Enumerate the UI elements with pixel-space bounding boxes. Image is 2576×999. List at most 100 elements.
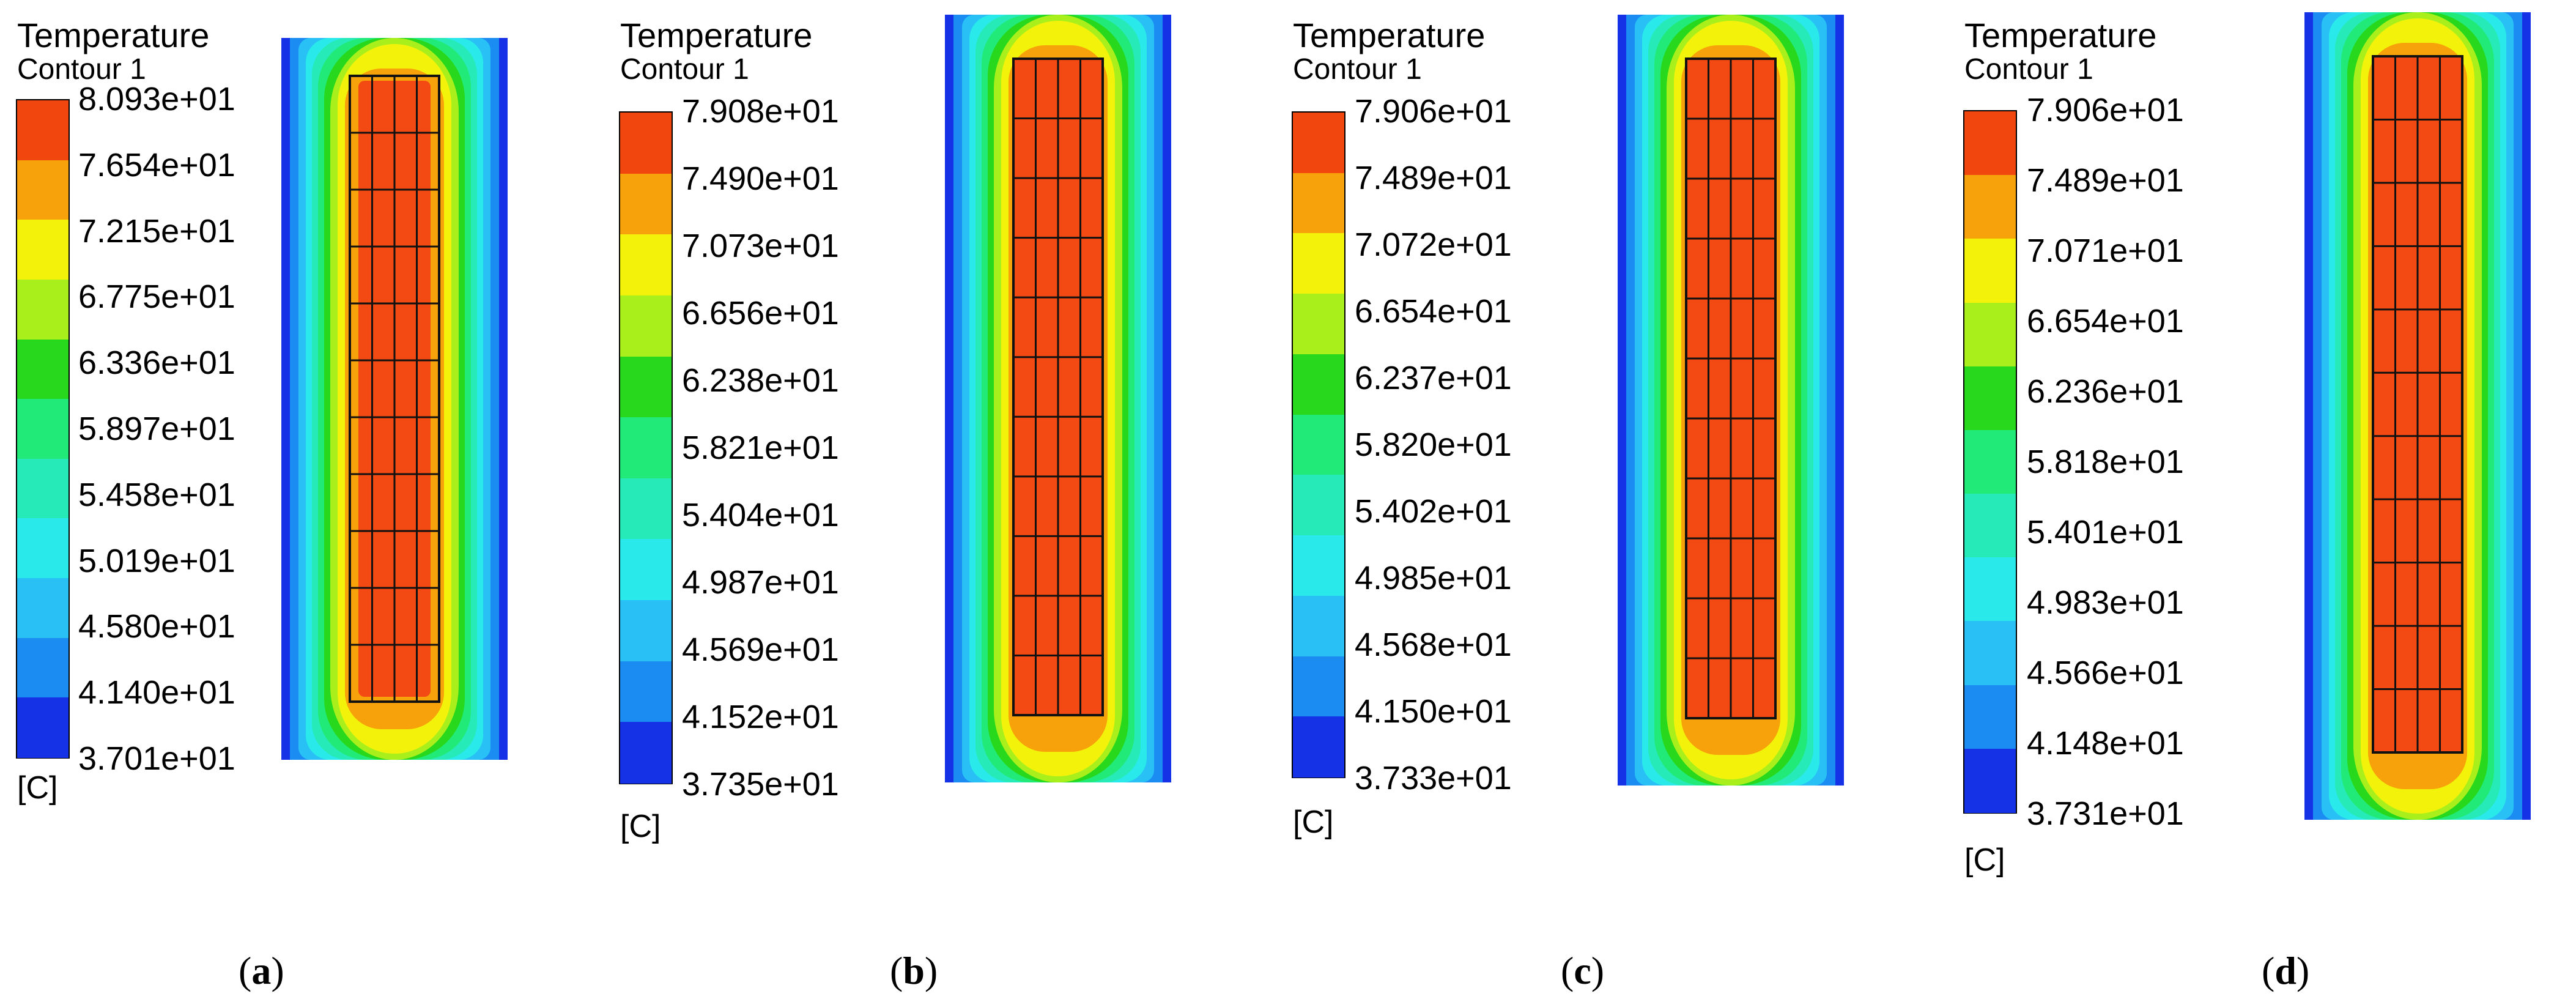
legend-tick-label: 4.985e+01	[1355, 560, 1512, 596]
legend-band	[1293, 113, 1344, 174]
legend-band	[1964, 175, 2016, 240]
panel-b: Temperature Contour 1 [C] (b) 7.908e+01 7…	[612, 0, 1256, 999]
legend-tick-label: 5.404e+01	[682, 497, 839, 533]
caption-letter: c	[1574, 949, 1591, 992]
legend-tick-label: 3.731e+01	[2027, 795, 2184, 832]
legend-tick-label: 6.654e+01	[1355, 293, 1512, 330]
legend-tick-label: 7.071e+01	[2027, 232, 2184, 269]
legend-tick-label: 6.336e+01	[78, 344, 235, 382]
legend-colorbar	[16, 99, 70, 759]
legend-tick-label: 4.568e+01	[1355, 626, 1512, 663]
legend-subtitle: Contour 1	[17, 53, 146, 86]
legend-tick-label: 4.983e+01	[2027, 584, 2184, 621]
legend-tick-label: 6.237e+01	[1355, 360, 1512, 396]
legend-unit: [C]	[620, 809, 661, 844]
panel-c: Temperature Contour 1 [C] (c) 7.906e+01 7…	[1284, 0, 1928, 999]
legend-band	[1293, 233, 1344, 295]
temperature-contour-plot	[281, 38, 508, 760]
legend-band	[620, 539, 672, 601]
legend-colorbar	[619, 111, 673, 784]
legend-band	[620, 173, 672, 236]
legend-band	[1293, 294, 1344, 355]
legend-band	[620, 295, 672, 357]
legend-tick-label: 5.820e+01	[1355, 426, 1512, 463]
legend-band	[620, 113, 672, 174]
figure-caption: (b)	[890, 951, 938, 990]
temperature-contour-plot	[1618, 15, 1844, 785]
caption-close: )	[271, 949, 284, 992]
legend-tick-label: 5.402e+01	[1355, 493, 1512, 530]
legend-tick-label: 5.019e+01	[78, 542, 235, 579]
legend-tick-label: 6.775e+01	[78, 278, 235, 316]
legend-band	[1964, 111, 2016, 176]
legend-tick-label: 7.073e+01	[682, 228, 839, 264]
legend-tick-label: 3.701e+01	[78, 740, 235, 777]
legend-tick-label: 7.906e+01	[2027, 92, 2184, 128]
temperature-contour-plot	[945, 15, 1171, 782]
legend-tick-label: 4.566e+01	[2027, 655, 2184, 691]
legend-colorbar	[1963, 110, 2017, 814]
legend-band	[1293, 173, 1344, 234]
legend-tick-label: 7.489e+01	[2027, 162, 2184, 199]
legend-band	[620, 478, 672, 540]
legend-tick-label: 8.093e+01	[78, 81, 235, 117]
legend-tick-label: 4.150e+01	[1355, 693, 1512, 730]
legend-band	[1293, 414, 1344, 476]
legend-band	[17, 100, 68, 161]
legend-band	[17, 220, 68, 280]
legend-band	[1293, 595, 1344, 657]
legend-tick-label: 7.906e+01	[1355, 93, 1512, 130]
legend-tick-label: 7.490e+01	[682, 160, 839, 197]
legend-band	[17, 399, 68, 459]
legend-band	[1964, 685, 2016, 749]
legend-band	[1293, 475, 1344, 537]
legend-unit: [C]	[17, 770, 58, 806]
figure-caption: (c)	[1561, 951, 1604, 990]
legend-tick-label: 5.897e+01	[78, 410, 235, 447]
legend-band	[17, 697, 68, 758]
legend-band	[17, 578, 68, 639]
caption-letter: a	[251, 949, 272, 992]
legend-subtitle: Contour 1	[620, 53, 749, 86]
legend-band	[17, 160, 68, 221]
legend-tick-label: 4.148e+01	[2027, 725, 2184, 762]
legend-title: Temperature	[620, 16, 813, 54]
temperature-contour-plot	[2304, 12, 2531, 820]
legend-band	[17, 637, 68, 699]
legend-title: Temperature	[1293, 16, 1486, 54]
legend-tick-label: 4.987e+01	[682, 564, 839, 601]
legend-band	[620, 234, 672, 296]
legend-band	[17, 458, 68, 519]
legend-tick-label: 3.733e+01	[1355, 760, 1512, 797]
legend-tick-label: 7.215e+01	[78, 212, 235, 250]
legend-band	[1964, 621, 2016, 686]
legend-tick-label: 6.654e+01	[2027, 303, 2184, 340]
legend-band	[620, 661, 672, 723]
legend-band	[1964, 557, 2016, 622]
caption-open: (	[1561, 949, 1574, 992]
panel-a: Temperature Contour 1 [C] (a) 8.093e+01 7…	[0, 0, 644, 999]
legend-band	[17, 339, 68, 400]
legend-unit: [C]	[1964, 842, 2005, 878]
legend-colorbar	[1292, 111, 1345, 778]
legend-title: Temperature	[17, 16, 210, 54]
legend-tick-label: 7.654e+01	[78, 146, 235, 184]
legend-band	[620, 417, 672, 479]
legend-band	[17, 518, 68, 579]
legend-subtitle: Contour 1	[1964, 53, 2093, 86]
legend-band	[1964, 302, 2016, 367]
legend-tick-label: 4.140e+01	[78, 674, 235, 711]
legend-band	[17, 279, 68, 340]
legend-band	[1293, 716, 1344, 778]
legend-band	[620, 722, 672, 784]
legend-tick-label: 6.238e+01	[682, 362, 839, 399]
legend-band	[1293, 656, 1344, 718]
legend-tick-label: 6.656e+01	[682, 295, 839, 332]
legend-band	[620, 356, 672, 418]
legend-tick-label: 5.821e+01	[682, 429, 839, 466]
figure-caption: (a)	[239, 951, 284, 990]
legend-tick-label: 5.818e+01	[2027, 444, 2184, 480]
legend-tick-label: 4.580e+01	[78, 608, 235, 645]
legend-tick-label: 3.735e+01	[682, 766, 839, 803]
legend-band	[1964, 239, 2016, 303]
